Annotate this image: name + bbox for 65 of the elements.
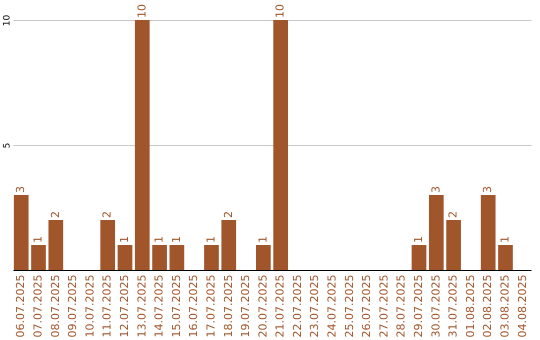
x-tick-label: 25.07.2025 bbox=[342, 274, 356, 338]
x-tick-label: 22.07.2025 bbox=[290, 274, 304, 338]
x-tick-label: 19.07.2025 bbox=[239, 274, 252, 338]
x-tick-label: 29.07.2025 bbox=[412, 274, 426, 338]
x-tick-label: 13.07.2025 bbox=[135, 274, 148, 338]
data-label: 10 bbox=[274, 4, 287, 18]
data-label: 2 bbox=[48, 211, 62, 218]
y-tick-label: 5 bbox=[2, 142, 12, 148]
x-tick-label: 18.07.2025 bbox=[222, 274, 235, 338]
x-tick-label: 03.08.2025 bbox=[498, 274, 512, 338]
x-tick-label: 20.07.2025 bbox=[256, 274, 270, 338]
x-tick-label: 27.07.2025 bbox=[377, 274, 390, 338]
data-label: 1 bbox=[32, 236, 45, 243]
bar bbox=[273, 20, 288, 270]
x-tick-label: 08.07.2025 bbox=[48, 274, 62, 338]
x-tick-label: 06.07.2025 bbox=[14, 274, 28, 338]
x-tick-label: 09.07.2025 bbox=[66, 274, 80, 338]
bar bbox=[100, 220, 116, 270]
x-tick-label: 26.07.2025 bbox=[360, 274, 374, 338]
bar bbox=[204, 245, 219, 270]
x-tick-label: 12.07.2025 bbox=[118, 274, 131, 338]
x-tick-label: 01.08.2025 bbox=[464, 274, 477, 338]
data-label: 1 bbox=[170, 236, 183, 243]
x-tick-label: 15.07.2025 bbox=[170, 274, 183, 338]
bar bbox=[256, 245, 271, 270]
data-label: 1 bbox=[152, 236, 166, 243]
data-label: 2 bbox=[100, 211, 114, 218]
x-tick-label: 16.07.2025 bbox=[187, 274, 200, 338]
bar bbox=[48, 220, 64, 270]
bar bbox=[446, 220, 461, 270]
x-tick-label: 24.07.2025 bbox=[326, 274, 339, 338]
data-label: 2 bbox=[446, 211, 460, 218]
bar bbox=[498, 245, 513, 270]
data-label: 1 bbox=[118, 236, 131, 243]
bar bbox=[170, 245, 184, 270]
x-tick-label: 23.07.2025 bbox=[308, 274, 322, 338]
bar bbox=[412, 245, 426, 270]
bar bbox=[428, 195, 444, 270]
x-tick-label: 28.07.2025 bbox=[394, 274, 408, 338]
x-tick-label: 21.07.2025 bbox=[274, 274, 287, 338]
data-label: 1 bbox=[204, 236, 218, 243]
x-tick-label: 17.07.2025 bbox=[204, 274, 218, 338]
x-tick-label: 31.07.2025 bbox=[446, 274, 460, 338]
bar bbox=[221, 220, 236, 270]
bar bbox=[118, 245, 132, 270]
x-tick-label: 10.07.2025 bbox=[83, 274, 96, 338]
bar bbox=[31, 245, 46, 270]
x-tick-label: 07.07.2025 bbox=[32, 274, 45, 338]
data-label: 1 bbox=[498, 236, 512, 243]
bar bbox=[480, 195, 496, 270]
data-label: 1 bbox=[412, 236, 426, 243]
bar bbox=[14, 195, 29, 270]
data-label: 1 bbox=[256, 236, 270, 243]
bar bbox=[134, 20, 150, 270]
x-tick-label: 11.07.2025 bbox=[100, 274, 114, 338]
data-label: 3 bbox=[14, 186, 28, 193]
x-tick-label: 02.08.2025 bbox=[481, 274, 494, 338]
data-label: 3 bbox=[429, 186, 442, 193]
data-label: 10 bbox=[135, 4, 148, 18]
data-label: 3 bbox=[481, 186, 494, 193]
bar bbox=[152, 245, 167, 270]
x-tick-label: 14.07.2025 bbox=[152, 274, 166, 338]
x-tick-label: 04.08.2025 bbox=[516, 274, 529, 338]
data-label: 2 bbox=[222, 211, 235, 218]
x-tick-label: 30.07.2025 bbox=[429, 274, 442, 338]
